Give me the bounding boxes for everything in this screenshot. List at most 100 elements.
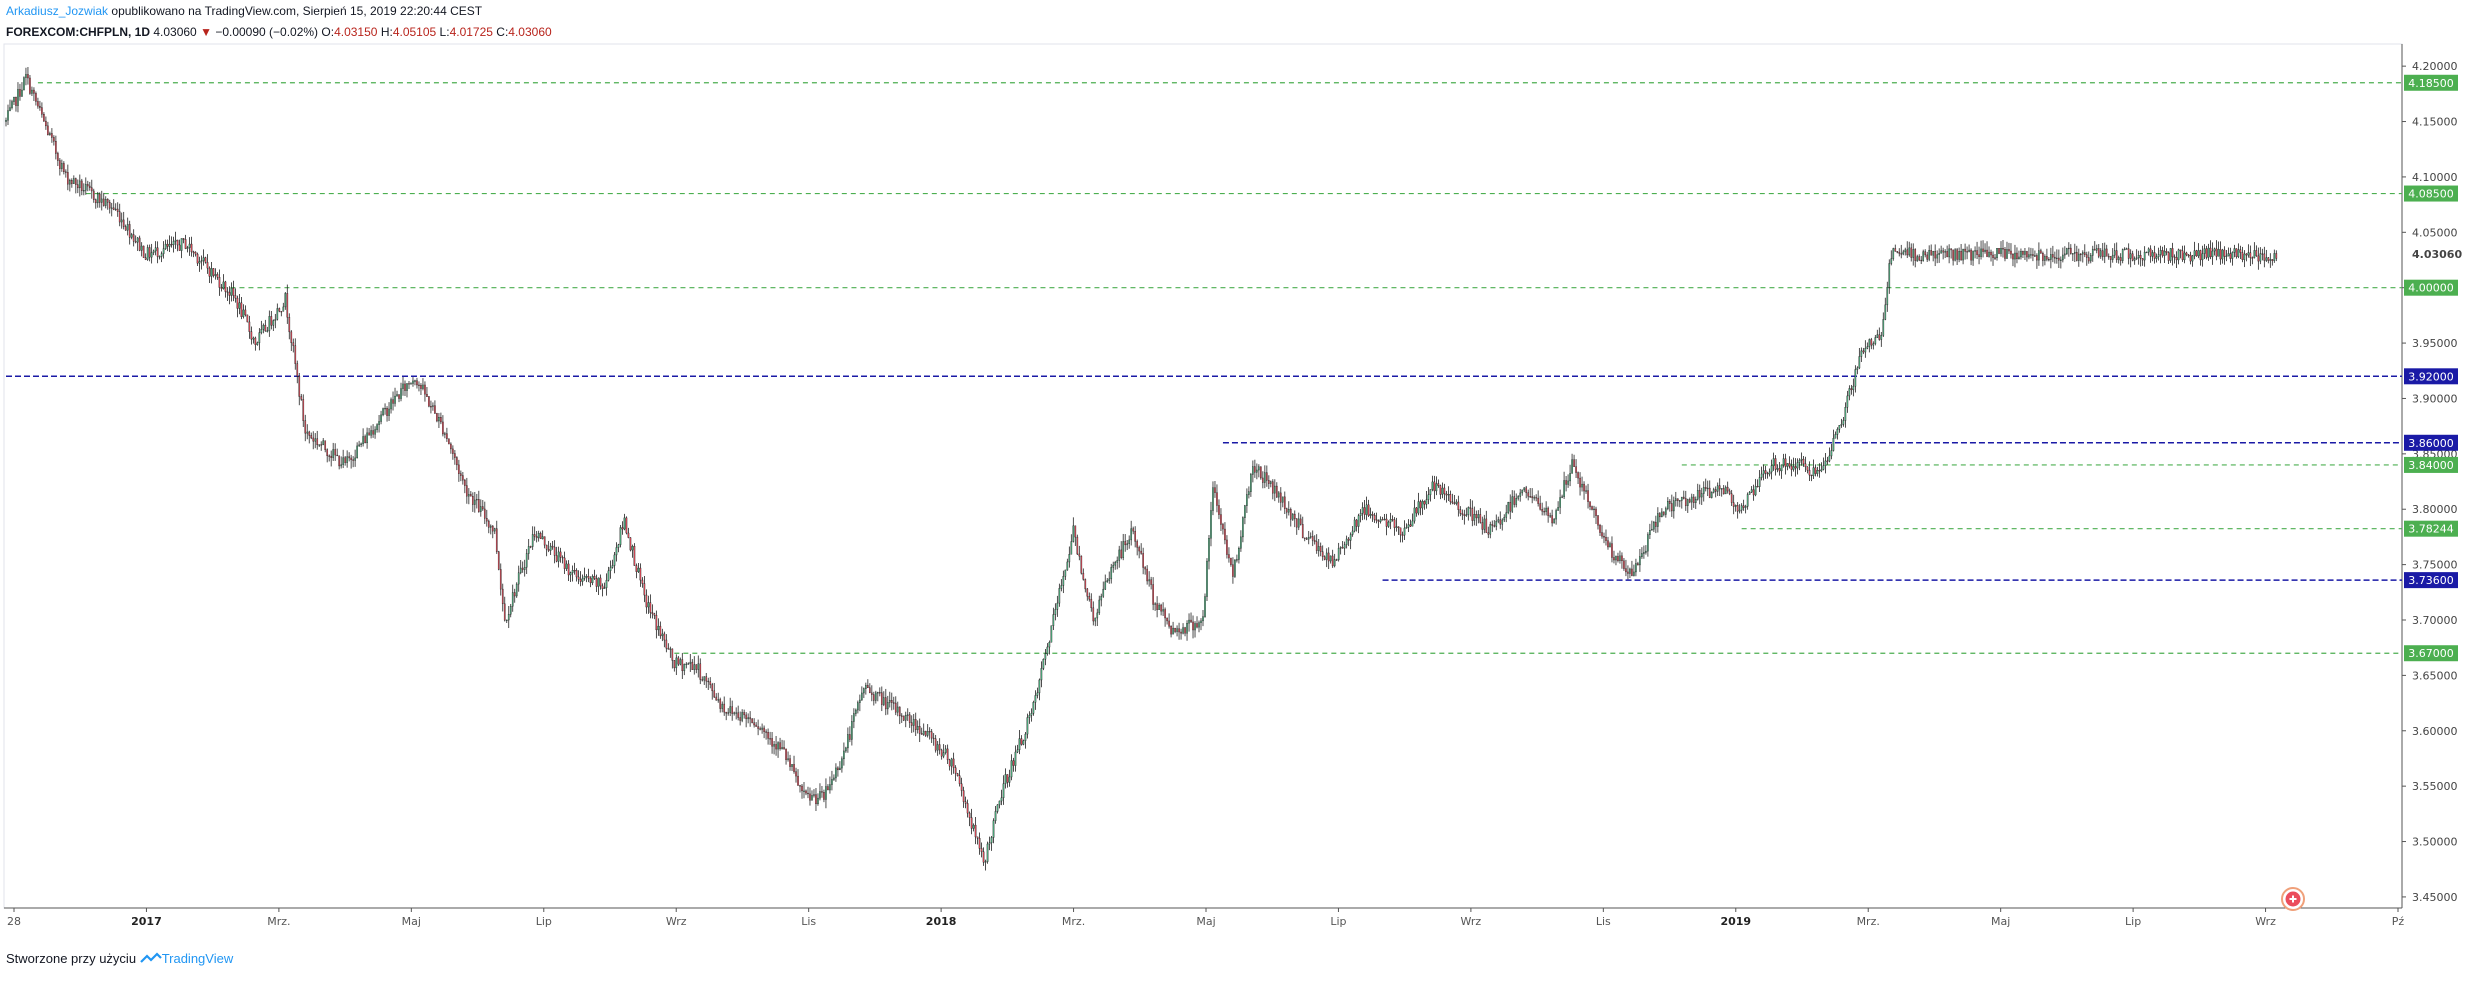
candle-body xyxy=(1611,543,1613,558)
candle-body xyxy=(2151,252,2154,257)
candle-body xyxy=(741,712,743,721)
candle-body xyxy=(1740,505,1743,511)
candle-body xyxy=(234,295,237,299)
candle-body xyxy=(1613,557,1615,561)
candle-body xyxy=(2253,250,2256,258)
candle-body xyxy=(1068,554,1071,563)
candle-body xyxy=(743,712,745,716)
candle-body xyxy=(272,320,275,326)
candle-body xyxy=(2201,253,2204,261)
candle-body xyxy=(1555,510,1557,520)
candle-body xyxy=(677,657,680,665)
candle-body xyxy=(2046,256,2048,260)
candle-body xyxy=(1128,539,1131,544)
candle-body xyxy=(1565,480,1567,485)
y-tick-label: 3.80000 xyxy=(2412,503,2458,516)
candle-body xyxy=(67,172,69,185)
candle-body xyxy=(529,546,532,548)
candle-body xyxy=(1064,569,1067,577)
candle-body xyxy=(1415,507,1418,514)
candle-body xyxy=(495,528,498,552)
candle-body xyxy=(1226,539,1228,555)
candle-body xyxy=(1998,248,2000,254)
candle-body xyxy=(869,687,871,694)
candle-body xyxy=(920,733,923,735)
candle-body xyxy=(2002,248,2004,250)
candle-body xyxy=(517,572,520,585)
candle-body xyxy=(364,436,366,444)
candle-body xyxy=(312,437,315,442)
candle-body xyxy=(2034,255,2036,257)
candle-body xyxy=(2127,248,2130,259)
candle-body xyxy=(683,663,686,672)
candle-body xyxy=(458,464,460,474)
candle-body xyxy=(737,712,739,718)
candle-body xyxy=(1617,556,1619,561)
y-tick-label: 3.75000 xyxy=(2412,559,2458,572)
candle-body xyxy=(1451,501,1454,504)
candle-body xyxy=(960,783,963,791)
candle-body xyxy=(1766,473,1769,475)
candle-body xyxy=(1228,554,1230,559)
candle-body xyxy=(587,576,590,579)
candle-body xyxy=(1734,505,1737,507)
candle-body xyxy=(2119,257,2122,261)
candle-body xyxy=(2079,253,2082,256)
candle-body xyxy=(470,494,472,497)
candle-body xyxy=(918,726,921,734)
candle-body xyxy=(487,520,490,528)
candle-body xyxy=(930,731,933,739)
candle-body xyxy=(1708,487,1711,498)
candle-body xyxy=(1946,251,1948,258)
candle-body xyxy=(2269,259,2272,261)
y-tick-label: 4.15000 xyxy=(2412,116,2458,129)
candle-body xyxy=(1258,466,1260,471)
candle-body xyxy=(1002,783,1005,799)
candle-body xyxy=(1327,552,1330,562)
candle-body xyxy=(2259,253,2262,262)
candle-body xyxy=(346,456,348,463)
candle-body xyxy=(565,563,568,569)
author-link[interactable]: Arkadiusz_Jozwiak xyxy=(6,4,109,18)
candle-body xyxy=(318,444,321,446)
candle-body xyxy=(1892,248,1895,259)
candle-body xyxy=(1180,631,1182,634)
candle-body xyxy=(362,436,364,445)
candle-body xyxy=(1625,568,1627,573)
candle-body xyxy=(970,817,973,829)
candle-body xyxy=(230,287,233,296)
candle-body xyxy=(1457,501,1460,510)
candle-body xyxy=(571,570,574,573)
candle-body xyxy=(1174,627,1176,632)
level-price-badge xyxy=(2404,645,2458,662)
candle-body xyxy=(2075,251,2078,261)
candle-body xyxy=(2008,249,2010,252)
candle-body xyxy=(805,790,807,794)
candle-body xyxy=(505,619,508,622)
candle-body xyxy=(1501,519,1504,525)
tradingview-link[interactable]: TradingView xyxy=(161,951,234,966)
candle-body xyxy=(2131,253,2134,261)
candle-body xyxy=(1954,249,1956,261)
candle-body xyxy=(288,317,291,333)
candle-body xyxy=(837,767,839,771)
candle-body xyxy=(1230,557,1232,565)
candle-body xyxy=(1780,464,1783,472)
candle-body xyxy=(1932,251,1934,256)
candle-body xyxy=(867,685,869,688)
alert-icon[interactable] xyxy=(2281,887,2305,911)
level-price-badge xyxy=(2404,434,2458,451)
change-value: −0.00090 (−0.02%) xyxy=(215,25,319,39)
candle-body xyxy=(2052,254,2054,258)
candle-body xyxy=(940,749,943,757)
candle-body xyxy=(1619,555,1621,561)
candle-body xyxy=(356,445,358,459)
candle-body xyxy=(661,633,664,637)
candle-body xyxy=(442,421,444,435)
candle-body xyxy=(645,594,648,608)
candle-body xyxy=(1900,253,1903,255)
candle-body xyxy=(1728,490,1731,494)
candle-body xyxy=(1036,692,1039,696)
